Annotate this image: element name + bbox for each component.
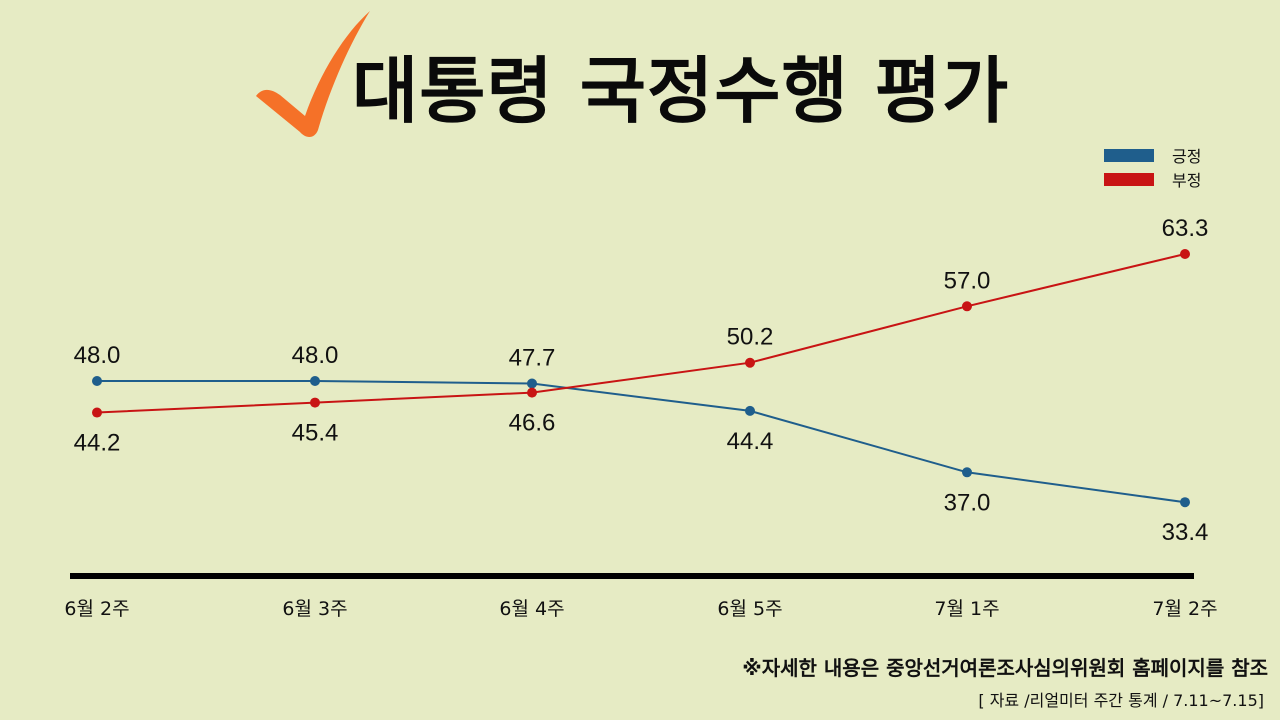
data-label: 33.4 [1162, 519, 1209, 546]
data-point [962, 467, 972, 478]
data-point [527, 387, 537, 398]
check-icon [256, 11, 370, 137]
data-label: 37.0 [944, 489, 991, 516]
data-labels: 48.0 48.0 47.7 44.4 37.0 33.4 44.2 45.4 46.6 50.2… [74, 215, 1209, 546]
x-tick-label: 7월 1주 [934, 598, 999, 620]
data-label: 47.7 [509, 344, 556, 371]
data-point [310, 397, 320, 408]
data-point [745, 357, 755, 368]
x-tick-label: 7월 2주 [1152, 598, 1217, 620]
data-point [1180, 249, 1190, 259]
data-point [92, 376, 102, 386]
footnote: ※자세한 내용은 중앙선거여론조사심의위원회 홈페이지를 참조 [742, 656, 1268, 680]
data-label: 57.0 [944, 267, 991, 294]
series-negative [92, 249, 1190, 418]
legend-label-positive: 긍정 [1172, 147, 1202, 166]
series-layer [92, 249, 1190, 508]
legend-swatch-positive [1104, 148, 1154, 162]
data-point [962, 301, 972, 312]
data-point [92, 407, 102, 418]
data-label: 63.3 [1162, 215, 1209, 242]
data-label: 46.6 [509, 410, 556, 437]
legend: 긍정 부정 [1104, 143, 1201, 191]
data-point [1180, 497, 1190, 508]
legend-item-negative: 부정 [1104, 167, 1201, 191]
x-tick-label: 6월 4주 [499, 598, 564, 620]
data-label: 48.0 [74, 342, 121, 369]
x-tick-label: 6월 3주 [282, 598, 347, 620]
x-tick-label: 6월 2주 [64, 598, 129, 620]
data-point [310, 376, 320, 386]
legend-swatch-negative [1104, 172, 1154, 186]
data-label: 48.0 [292, 342, 339, 369]
x-axis-labels: 6월 2주 6월 3주 6월 4주 6월 5주 7월 1주 7월 2주 [64, 598, 1217, 620]
series-positive [92, 376, 1190, 508]
data-label: 45.4 [292, 420, 339, 447]
data-label: 50.2 [727, 324, 774, 351]
x-tick-label: 6월 5주 [717, 598, 782, 620]
data-label: 44.2 [74, 430, 121, 457]
legend-label-negative: 부정 [1172, 171, 1202, 190]
title-area: 대통령 국정수행 평가 [0, 0, 1280, 140]
legend-item-positive: 긍정 [1104, 143, 1201, 167]
data-label: 44.4 [727, 428, 774, 455]
source-note: [ 자료 /리얼미터 주간 통계 / 7.11~7.15] [978, 691, 1264, 710]
page-title: 대통령 국정수행 평가 [352, 49, 1010, 133]
data-point [745, 405, 755, 416]
data-point [527, 378, 537, 389]
